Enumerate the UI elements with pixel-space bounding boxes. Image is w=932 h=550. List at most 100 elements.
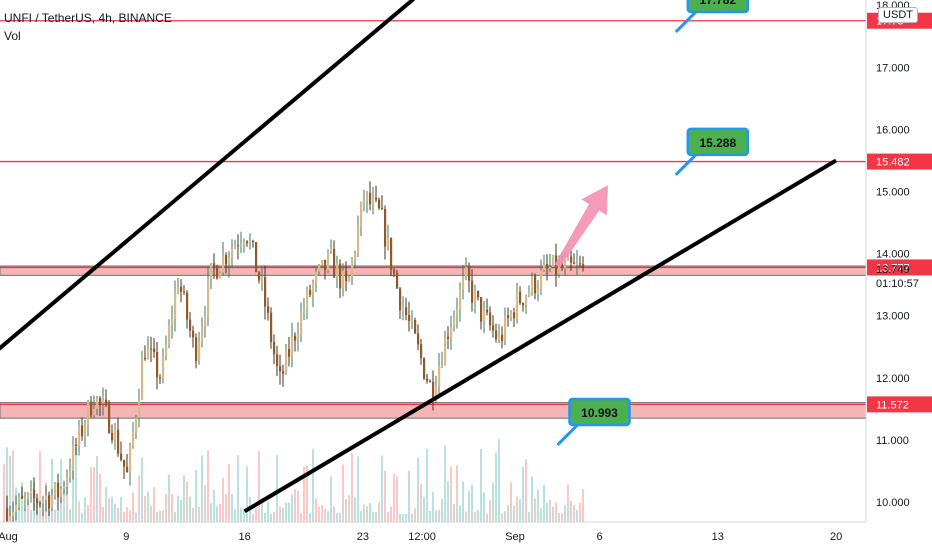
- candle-body: [105, 399, 108, 404]
- volume-bar: [330, 476, 332, 522]
- candle-body: [147, 348, 150, 360]
- volume-bar: [453, 503, 455, 522]
- candle-body: [39, 503, 42, 505]
- candle-body: [453, 316, 456, 328]
- candle-body: [30, 489, 33, 494]
- volume-indicator-label: Vol: [4, 29, 21, 43]
- candle-body: [462, 276, 465, 290]
- candle-body: [174, 292, 177, 319]
- volume-bar: [282, 507, 284, 522]
- volume-bar: [336, 513, 338, 522]
- candle-body: [72, 444, 75, 471]
- candle-body: [63, 486, 66, 489]
- candle-body: [378, 199, 381, 209]
- candle-body: [537, 288, 540, 294]
- volume-bar: [54, 509, 56, 522]
- currency-badge[interactable]: USDT: [878, 7, 918, 23]
- candle-body: [24, 498, 27, 500]
- volume-bar: [303, 466, 305, 522]
- volume-bar: [561, 513, 563, 522]
- volume-bar: [483, 492, 485, 522]
- x-tick-label: 23: [357, 531, 369, 543]
- candle-body: [201, 326, 204, 342]
- volume-bar: [234, 509, 236, 522]
- volume-bar: [327, 511, 329, 522]
- candle-body: [93, 408, 96, 416]
- candle-body: [528, 291, 531, 296]
- candle-body: [405, 307, 408, 315]
- volume-bar: [117, 507, 119, 522]
- volume-bar: [501, 513, 503, 522]
- volume-bar: [558, 512, 560, 522]
- x-tick-label: 12:00: [408, 531, 436, 543]
- volume-bar: [537, 489, 539, 522]
- candle-body: [396, 272, 399, 289]
- volume-bar: [378, 502, 380, 522]
- candle-body: [54, 482, 57, 495]
- candle-body: [306, 290, 309, 310]
- volume-bar: [438, 509, 440, 522]
- candle-body: [426, 378, 429, 382]
- volume-bar: [225, 494, 227, 522]
- candle-body: [180, 286, 183, 292]
- volume-bar: [393, 473, 395, 522]
- candle-body: [186, 292, 189, 320]
- candle-body: [369, 192, 372, 205]
- y-tick-label: 15.000: [876, 187, 910, 199]
- volume-bar: [147, 491, 149, 522]
- volume-bar: [579, 502, 581, 522]
- volume-bar: [63, 480, 65, 522]
- volume-bar: [231, 494, 233, 522]
- candle-body: [567, 256, 570, 261]
- volume-bar: [357, 456, 359, 522]
- price-label: 11.572: [876, 399, 909, 411]
- volume-bar: [99, 473, 101, 522]
- candle-body: [135, 417, 138, 432]
- volume-bar: [432, 491, 434, 522]
- volume-bar: [447, 481, 449, 522]
- candle-body: [213, 263, 216, 267]
- candle-body: [165, 345, 168, 356]
- volume-bar: [87, 505, 89, 522]
- candle-body: [330, 248, 333, 252]
- volume-bar: [66, 484, 68, 522]
- volume-bar: [408, 470, 410, 522]
- volume-bar: [261, 497, 263, 522]
- volume-bar: [204, 485, 206, 522]
- x-tick-label: 13: [712, 531, 724, 543]
- candle-body: [42, 499, 45, 504]
- candle-body: [189, 319, 192, 331]
- candle-body: [321, 259, 324, 266]
- volume-bar: [426, 448, 428, 522]
- volume-bar: [348, 495, 350, 522]
- candle-body: [411, 319, 414, 321]
- volume-bar: [246, 466, 248, 522]
- volume-bar: [69, 509, 71, 522]
- candle-body: [195, 337, 198, 361]
- y-tick-label: 11.000: [876, 435, 909, 447]
- volume-bar: [384, 470, 386, 522]
- price-label: 13.749: [876, 264, 910, 276]
- candle-body: [495, 330, 498, 340]
- candle-body: [540, 270, 543, 289]
- candle-body: [81, 425, 84, 437]
- candle-body: [315, 271, 318, 283]
- volume-bar: [285, 502, 287, 522]
- candle-body: [96, 397, 99, 409]
- candle-body: [132, 431, 135, 446]
- volume-bar: [360, 511, 362, 522]
- volume-bar: [582, 488, 584, 522]
- volume-bar: [294, 489, 296, 522]
- candle-body: [480, 297, 483, 322]
- volume-bar: [129, 510, 131, 522]
- volume-bar: [18, 507, 20, 522]
- volume-bar: [288, 502, 290, 522]
- candle-body: [261, 277, 264, 281]
- volume-bar: [576, 509, 578, 522]
- candle-body: [324, 259, 327, 271]
- y-tick-label: 13.000: [876, 311, 910, 323]
- volume-bar: [243, 509, 245, 522]
- volume-bar: [534, 498, 536, 522]
- candle-body: [552, 255, 555, 267]
